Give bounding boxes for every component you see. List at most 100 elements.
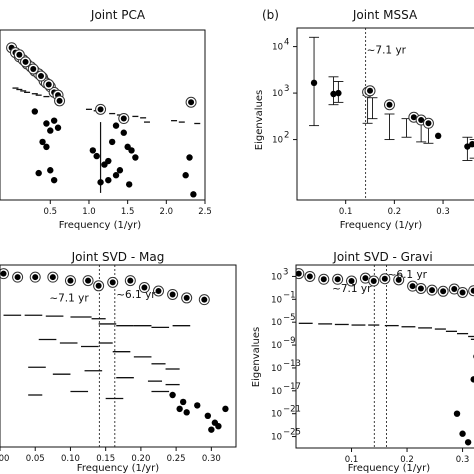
svd-gravi-dot-2 <box>464 439 472 446</box>
svd-mag-annotation-0: ~7.1 yr <box>49 292 89 304</box>
svd-gravi-ring-dot-11 <box>429 287 436 294</box>
pca-ring-dot-16 <box>30 65 37 72</box>
svd-gravi-ring-dot-3 <box>334 276 341 283</box>
mag-title: Joint SVD - Mag <box>71 250 165 264</box>
pca-xtick-label-2: 1.5 <box>121 207 135 217</box>
pca-dot-15 <box>108 138 116 146</box>
svd-mag-annotation-1: ~6.1 yr <box>116 289 156 301</box>
pca-dot-4 <box>54 124 62 131</box>
pca-xtick-label-0: 0.5 <box>44 207 58 217</box>
panel-joint-svd-mag: Joint SVD - Mag ~7.1 yr~6.1 yr 0.000.050… <box>0 250 237 474</box>
pca-xtick-label-3: 2.0 <box>160 207 174 217</box>
mag-marks: ~7.1 yr ~6.1 yr <box>0 265 229 447</box>
pca-ring-dot-15 <box>22 58 29 65</box>
svd-mag-dot-7 <box>215 423 222 430</box>
svd-mag-ring-dot-10 <box>155 288 162 294</box>
pca-dot-10 <box>89 147 97 154</box>
svd-gravi-ring-dot-15 <box>470 287 474 294</box>
svd-mag-xtick-label-3: 0.15 <box>96 454 115 464</box>
svd-gravi-ytick-label-0: 10 <box>271 272 282 282</box>
mssa-ytick-label-2: 10 <box>272 43 283 53</box>
svd-gravi-ytick-exp-1: −1 <box>283 290 296 300</box>
gravi-x-label: Frequency (1/yr) <box>348 463 431 474</box>
gravi-title: Joint SVD - Gravi <box>332 250 432 264</box>
svd-mag-ring-dot-3 <box>49 274 56 281</box>
svd-gravi-ring-dot-0 <box>296 270 302 277</box>
pca-xtick-label-4: 2.5 <box>198 207 212 217</box>
svd-mag-ring-dot-6 <box>95 282 102 289</box>
svd-gravi-ytick-exp-7: −25 <box>283 428 301 438</box>
svd-gravi-ytick-label-3: 10 <box>271 341 282 351</box>
svd-mag-dot-1 <box>176 405 183 413</box>
pca-dot-0 <box>31 108 39 115</box>
svd-gravi-ring-dot-13 <box>451 286 458 293</box>
svd-gravi-xtick-label-1: 0.2 <box>400 455 414 465</box>
pca-ring-dot-19 <box>56 97 63 104</box>
svd-mag-xtick-label-5: 0.25 <box>167 454 186 464</box>
pca-ring-dot-14 <box>16 51 23 58</box>
mssa-ring-dot-2 <box>386 101 393 108</box>
svd-mag-xtick-label-6: 0.30 <box>202 454 221 464</box>
pca-dot-5 <box>39 138 46 146</box>
svd-mag-ring-dot-2 <box>32 274 39 281</box>
mssa-xtick-label-0: 0.1 <box>339 207 353 217</box>
mssa-dot-4 <box>464 143 471 150</box>
svd-gravi-annotation-0: ~7.1 yr <box>332 283 372 295</box>
svd-mag-dot-9 <box>222 405 229 413</box>
gravi-x-ticks: 0.1 0.2 0.3 <box>345 448 469 465</box>
pca-dot-24 <box>125 181 133 188</box>
mssa-ytick-exp-2: 4 <box>284 38 289 48</box>
pca-ring-dot-21 <box>120 115 127 122</box>
mssa-dot-1 <box>330 90 337 98</box>
svd-mag-dot-0 <box>169 391 176 399</box>
mssa-x-label: Frequency (1/yr) <box>340 220 423 231</box>
pca-dot-3 <box>50 117 58 124</box>
svd-mag-ring-dot-8 <box>127 277 134 284</box>
mssa-dot-5 <box>469 141 474 148</box>
svd-mag-ring-dot-5 <box>85 277 92 284</box>
mssa-xtick-label-2: 0.3 <box>436 207 450 217</box>
svd-mag-xtick-label-4: 0.20 <box>131 454 150 464</box>
panel-joint-svd-gravi: Joint SVD - Gravi ~7.1 yr~6.1 yr 0.1 0.2 0… <box>251 250 474 474</box>
svd-gravi-ring-dot-2 <box>320 276 327 283</box>
svd-gravi-ring-dot-12 <box>440 288 447 295</box>
svd-gravi-ring-dot-7 <box>381 275 388 282</box>
pca-ring-dot-20 <box>97 106 104 113</box>
mssa-plot-frame <box>296 27 474 201</box>
pca-dot-22 <box>105 176 112 184</box>
pca-dot-23 <box>112 122 120 129</box>
svd-gravi-xtick-label-0: 0.1 <box>345 455 359 465</box>
pca-dot-25 <box>182 172 189 179</box>
svd-gravi-ytick-label-7: 10 <box>271 433 282 443</box>
mssa-title: Joint MSSA <box>352 8 418 22</box>
mag-x-label: Frequency (1/yr) <box>77 463 160 474</box>
svd-gravi-ytick-label-6: 10 <box>271 410 282 420</box>
svd-gravi-ring-dot-8 <box>395 276 402 283</box>
svd-mag-marks-inner <box>0 265 229 447</box>
svd-gravi-ytick-label-1: 10 <box>271 295 282 305</box>
svd-gravi-ring-dot-1 <box>306 273 313 280</box>
svd-mag-xtick-label-2: 0.10 <box>61 454 80 464</box>
pca-dot-8 <box>50 176 58 184</box>
svd-mag-ring-dot-11 <box>169 291 176 298</box>
pca-dot-14 <box>105 157 112 165</box>
pca-x-label: Frequency (1/yr) <box>59 220 142 231</box>
pca-dot-21 <box>132 154 139 161</box>
svd-mag-dot-5 <box>204 412 212 419</box>
mag-x-ticks: 0.00 0.05 0.10 0.15 0.20 0.25 0.30 <box>0 447 221 464</box>
pca-marks-inner <box>6 42 201 198</box>
pca-dot-1 <box>43 120 50 127</box>
pca-x-ticks: 0.5 1.0 1.5 2.0 2.5 <box>44 200 212 217</box>
pca-dot-16 <box>112 172 120 179</box>
svd-mag-dot-8 <box>208 426 215 433</box>
mssa-ytick-exp-1: 3 <box>284 84 289 94</box>
gravi-plot-frame <box>295 264 474 449</box>
pca-ring-dot-17 <box>38 73 44 80</box>
mssa-ring-dot-5 <box>425 120 432 127</box>
svd-gravi-ytick-label-5: 10 <box>271 387 282 397</box>
mssa-ytick-label-0: 10 <box>272 136 283 146</box>
svd-mag-ring-dot-7 <box>109 279 116 286</box>
svd-gravi-ring-dot-10 <box>417 285 424 292</box>
pca-dot-27 <box>190 191 197 198</box>
